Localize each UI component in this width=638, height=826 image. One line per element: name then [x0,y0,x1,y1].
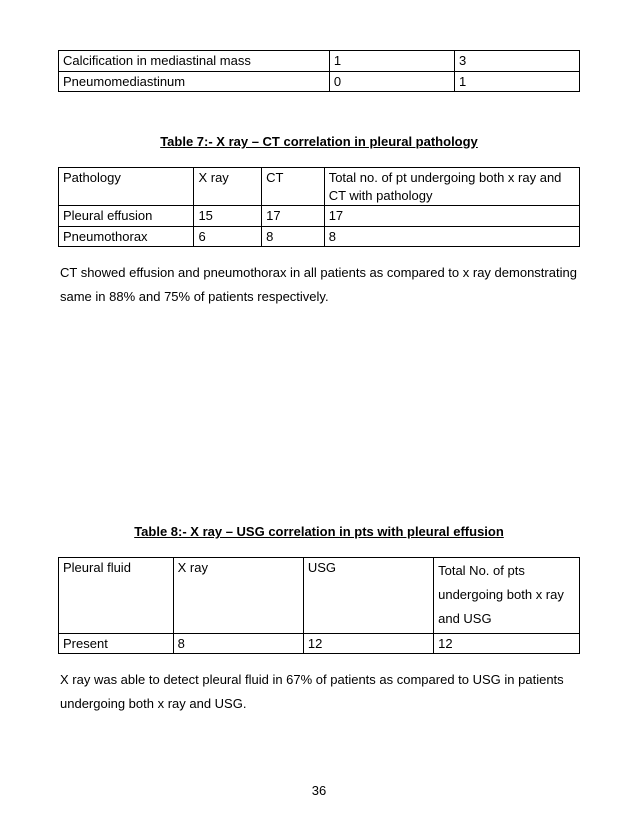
cell: 3 [454,51,579,72]
table-row: Pathology X ray CT Total no. of pt under… [59,168,580,206]
cell: 15 [194,206,262,227]
table8-caption: Table 8:- X ray – USG correlation in pts… [58,524,580,539]
header-cell: X ray [194,168,262,206]
cell: Pneumothorax [59,226,194,247]
table-row: Pleural fluid X ray USG Total No. of pts… [59,558,580,633]
header-cell: Total no. of pt undergoing both x ray an… [324,168,579,206]
table-row: Calcification in mediastinal mass 1 3 [59,51,580,72]
header-cell: USG [303,558,433,633]
page-number: 36 [0,783,638,798]
header-cell: X ray [173,558,303,633]
cell: 12 [434,633,580,654]
table-row: Present 8 12 12 [59,633,580,654]
cell: 1 [329,51,454,72]
table-row: Pleural effusion 15 17 17 [59,206,580,227]
table7: Pathology X ray CT Total no. of pt under… [58,167,580,247]
paragraph-table8: X ray was able to detect pleural fluid i… [60,668,580,716]
cell: 6 [194,226,262,247]
table7-caption: Table 7:- X ray – CT correlation in pleu… [58,134,580,149]
paragraph-table7: CT showed effusion and pneumothorax in a… [60,261,580,309]
cell: Present [59,633,174,654]
table-row: Pneumomediastinum 0 1 [59,71,580,92]
cell: 8 [324,226,579,247]
cell: 1 [454,71,579,92]
cell: 0 [329,71,454,92]
header-cell: Pleural fluid [59,558,174,633]
cell: Pneumomediastinum [59,71,330,92]
cell: 12 [303,633,433,654]
header-cell: CT [262,168,325,206]
header-cell: Pathology [59,168,194,206]
table-mediastinal: Calcification in mediastinal mass 1 3 Pn… [58,50,580,92]
cell: Calcification in mediastinal mass [59,51,330,72]
header-cell: Total No. of pts undergoing both x ray a… [434,558,580,633]
cell: 17 [262,206,325,227]
cell: Pleural effusion [59,206,194,227]
cell: 17 [324,206,579,227]
cell: 8 [262,226,325,247]
table-row: Pneumothorax 6 8 8 [59,226,580,247]
table8: Pleural fluid X ray USG Total No. of pts… [58,557,580,654]
cell: 8 [173,633,303,654]
